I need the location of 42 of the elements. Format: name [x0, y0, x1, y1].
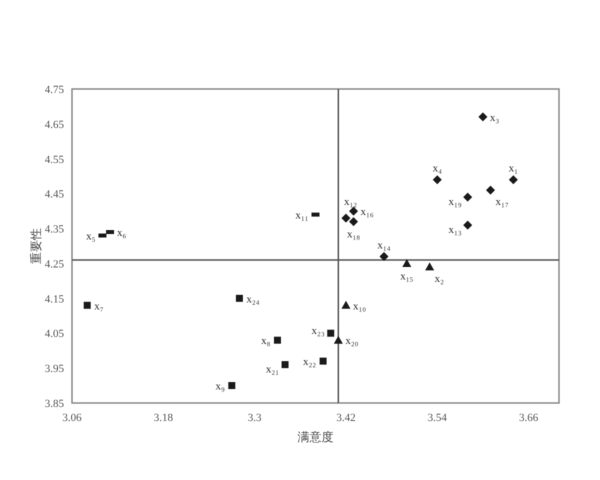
x-tick-label: 3.54 [428, 412, 447, 424]
y-tick-label: 4.55 [44, 154, 64, 166]
point-label: x₂ [434, 272, 444, 285]
point-label: x₇ [94, 300, 104, 312]
y-tick-label: 3.95 [44, 363, 64, 376]
point-label: x₁₂ [344, 196, 358, 208]
point-label: x₆ [117, 227, 126, 240]
point-label: x₁₁ [295, 210, 308, 222]
point-label: x₉ [215, 380, 225, 393]
y-tick-label: 4.35 [44, 224, 64, 236]
y-tick-label: 4.75 [44, 84, 64, 96]
point-label: x₁ [508, 162, 518, 175]
point-label: x₃ [490, 112, 500, 124]
x-tick-label: 3.3 [248, 412, 262, 424]
point-label: x₂₁ [266, 364, 280, 376]
point-label: x₂₃ [312, 325, 325, 338]
point-label: x₂₀ [345, 335, 358, 348]
point-label: x₁₀ [352, 300, 366, 312]
point-label: x₂₂ [302, 356, 316, 368]
x-tick-label: 3.66 [518, 412, 538, 424]
y-tick-label: 4.25 [44, 258, 64, 270]
x-tick-label: 3.18 [154, 412, 173, 424]
point-label: x₂₄ [246, 293, 260, 306]
y-tick-label: 4.15 [44, 293, 64, 306]
point-label: x₈ [261, 335, 270, 348]
y-tick-label: 4.65 [44, 118, 64, 131]
x-tick-label: 3.42 [336, 412, 356, 424]
y-axis-title: 重要性 [29, 228, 43, 264]
point-label: x₄ [432, 162, 442, 175]
point-label: x₁₇ [496, 196, 509, 208]
y-tick-label: 4.05 [44, 328, 64, 340]
point-label: x₅ [86, 230, 96, 243]
point-label: x₁₆ [360, 206, 374, 218]
x-axis-title: 满意度 [298, 430, 334, 444]
point-label: x₁₅ [400, 270, 414, 282]
point-label: x₁₃ [448, 224, 462, 236]
y-tick-label: 3.85 [44, 398, 64, 410]
point-label: x₁₉ [448, 196, 462, 208]
x-tick-label: 3.06 [62, 412, 82, 424]
point-label: x₁₄ [377, 239, 391, 252]
y-tick-label: 4.45 [44, 188, 64, 201]
point-label: x₁₈ [346, 228, 360, 241]
